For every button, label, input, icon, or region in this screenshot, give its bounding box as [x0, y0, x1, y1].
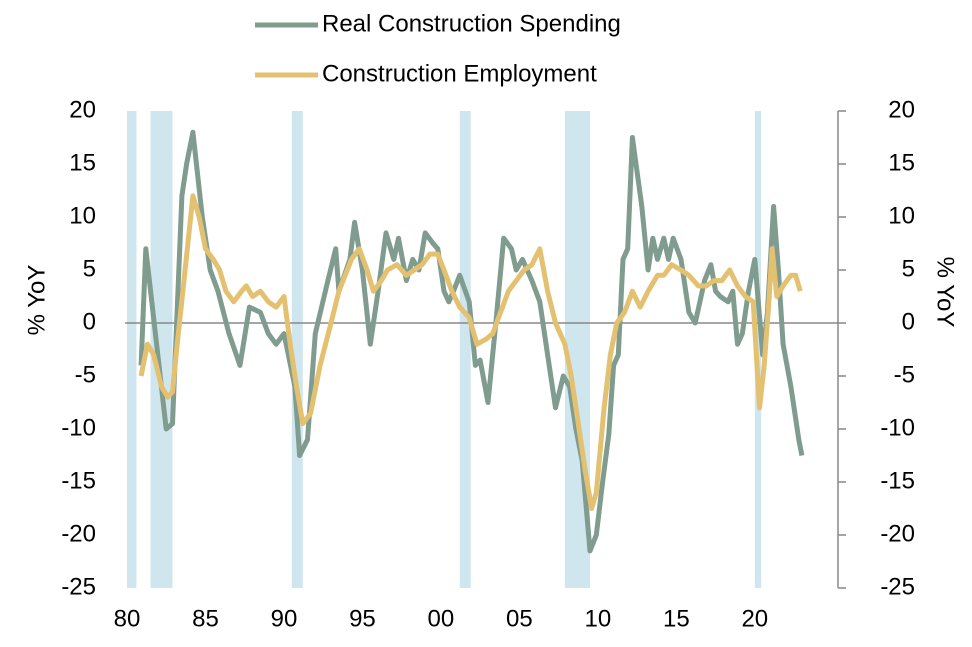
recession-band: [291, 111, 303, 588]
y2-tick-label: -5: [894, 361, 915, 388]
y-tick-label: -5: [75, 361, 96, 388]
legend-label: Construction Employment: [322, 60, 597, 87]
y-tick-label: -25: [61, 573, 96, 600]
y-axis-label: % YoY: [23, 265, 50, 336]
recession-band: [127, 111, 137, 588]
x-tick-label: 15: [663, 605, 690, 632]
series-line: [138, 129, 805, 554]
x-tick-label: 05: [506, 605, 533, 632]
y2-tick-label: 15: [888, 149, 915, 176]
y2-tick-label: -25: [880, 573, 915, 600]
x-tick-label: 90: [271, 605, 298, 632]
y2-tick-label: -10: [880, 414, 915, 441]
y-tick-label: 0: [83, 308, 96, 335]
y2-tick-label: -15: [880, 467, 915, 494]
x-tick-label: 85: [192, 605, 219, 632]
x-tick-label: 10: [585, 605, 612, 632]
y2-tick-label: 10: [888, 202, 915, 229]
y2-tick-label: 5: [902, 255, 915, 282]
y2-axis-label: % YoY: [932, 257, 959, 328]
x-tick-label: 80: [114, 605, 141, 632]
legend-label: Real Construction Spending: [322, 10, 621, 37]
y-tick-label: 20: [69, 96, 96, 123]
x-tick-label: 00: [428, 605, 455, 632]
y2-tick-label: 20: [888, 96, 915, 123]
y2-tick-label: -20: [880, 520, 915, 547]
y-tick-label: 5: [83, 255, 96, 282]
y-tick-label: 15: [69, 149, 96, 176]
y-tick-label: -15: [61, 467, 96, 494]
y2-tick-label: 0: [902, 308, 915, 335]
y-tick-label: -10: [61, 414, 96, 441]
x-tick-label: 95: [349, 605, 376, 632]
recession-band: [459, 111, 471, 588]
series-line: [138, 193, 803, 511]
y-tick-label: 10: [69, 202, 96, 229]
recession-band: [150, 111, 173, 588]
x-tick-label: 20: [741, 605, 768, 632]
y-tick-label: -20: [61, 520, 96, 547]
